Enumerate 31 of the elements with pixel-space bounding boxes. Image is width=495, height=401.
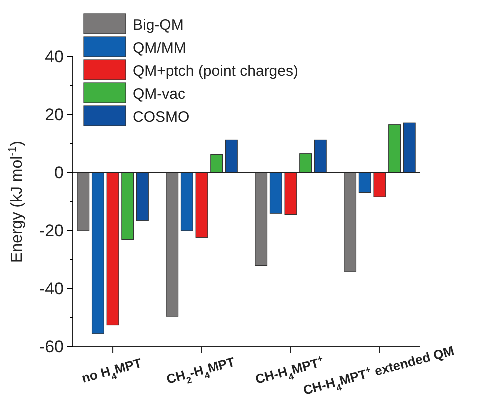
- bar: [136, 172, 149, 222]
- y-tick-label: 0: [54, 163, 64, 182]
- bar: [255, 172, 268, 266]
- bar: [225, 140, 238, 174]
- bar: [122, 172, 134, 240]
- bar: [358, 172, 372, 194]
- y-tick-label: -40: [39, 279, 64, 298]
- y-tick-label: 40: [45, 47, 64, 66]
- bar: [92, 172, 104, 334]
- bar: [300, 154, 312, 174]
- y-tick-label: -20: [39, 221, 64, 240]
- bar: [106, 172, 120, 326]
- bar: [388, 124, 402, 174]
- bar: [270, 172, 282, 214]
- bar: [403, 122, 416, 174]
- bar: [284, 172, 298, 216]
- bar: [196, 172, 208, 238]
- legend-label: Big-QM: [133, 17, 184, 34]
- bar: [77, 172, 90, 232]
- bar: [344, 172, 357, 272]
- y-tick-label: -60: [39, 337, 64, 356]
- bar: [180, 172, 194, 232]
- bar: [166, 172, 179, 317]
- bar: [374, 172, 386, 198]
- bar: [210, 154, 224, 174]
- y-tick-label: 20: [45, 105, 64, 124]
- legend-label: COSMO: [133, 109, 190, 126]
- legend-label: QM/MM: [133, 40, 186, 57]
- legend-label: QM-vac: [133, 86, 186, 103]
- legend-label: QM+ptch (point charges): [133, 63, 298, 80]
- bar: [314, 140, 327, 174]
